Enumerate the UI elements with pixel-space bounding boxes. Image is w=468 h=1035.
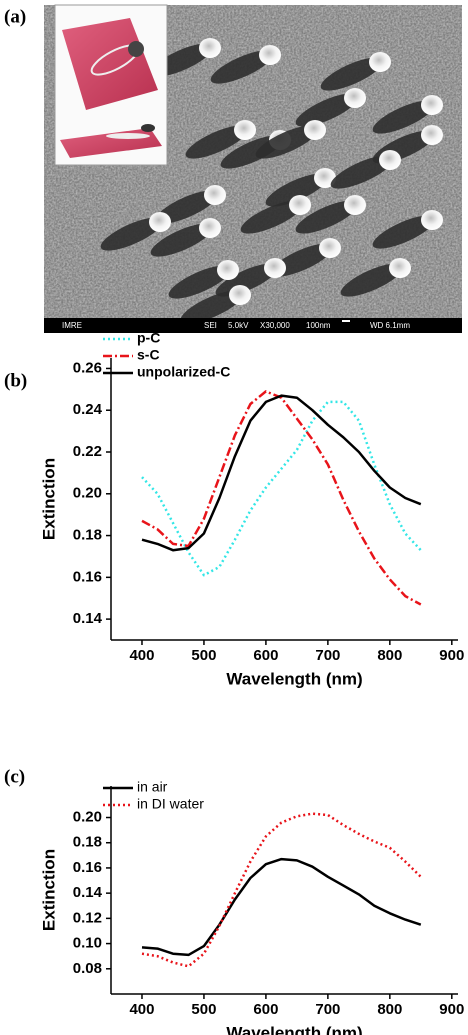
x-axis-title: Wavelength (nm) [226, 669, 362, 688]
legend-label: unpolarized-C [137, 364, 230, 380]
y-tick-label: 0.26 [73, 359, 102, 376]
particle-cap [379, 150, 401, 170]
particle-rod [180, 290, 244, 324]
inset-plate [62, 18, 158, 110]
particle-cap [314, 168, 336, 188]
y-tick-label: 0.14 [73, 884, 103, 901]
particle-rod [330, 155, 394, 189]
x-tick-label: 600 [253, 1001, 278, 1018]
particle-rod [215, 263, 279, 297]
y-tick-label: 0.18 [73, 834, 102, 851]
particle-rod [168, 265, 232, 299]
particle-rod [155, 190, 219, 224]
x-tick-label: 400 [129, 647, 154, 664]
x-tick-label: 700 [315, 647, 340, 664]
particle-rod [210, 50, 274, 84]
y-tick-label: 0.16 [73, 859, 102, 876]
particle-rod [255, 125, 319, 159]
series-line [141, 400, 422, 577]
x-tick-label: 700 [315, 1001, 340, 1018]
particle-cap [369, 52, 391, 72]
panel-label: (b) [4, 370, 27, 391]
y-tick-label: 0.14 [73, 610, 103, 627]
x-tick-label: 800 [377, 1001, 402, 1018]
particle-rod [295, 200, 359, 234]
particle-rod [150, 223, 214, 257]
particle-cap [199, 38, 221, 58]
info-bar [44, 318, 462, 333]
particle-rod [100, 217, 164, 251]
y-tick-label: 0.22 [73, 443, 102, 460]
y-tick-label: 0.20 [73, 485, 102, 502]
x-tick-label: 600 [253, 647, 278, 664]
particle-cap [389, 258, 411, 278]
particle-cap [319, 238, 341, 258]
particle-cap [304, 120, 326, 140]
x-axis-title: Wavelength (nm) [226, 1023, 362, 1035]
particle-cap [344, 195, 366, 215]
particle-rod [320, 57, 384, 91]
particle-cap [264, 258, 286, 278]
x-tick-label: 900 [439, 647, 464, 664]
particle-cap [421, 210, 443, 230]
particle-rod [340, 263, 404, 297]
particle-rod [372, 100, 436, 134]
legend-label: s-C [137, 347, 160, 363]
y-tick-label: 0.16 [73, 568, 102, 585]
y-axis-title: Extinction [39, 849, 58, 931]
info-text: 100nm [306, 321, 331, 330]
particle-rod [295, 93, 359, 127]
x-tick-label: 500 [191, 647, 216, 664]
y-tick-label: 0.12 [73, 909, 102, 926]
x-tick-label: 500 [191, 1001, 216, 1018]
legend-label: p-C [137, 330, 160, 346]
x-tick-label: 900 [439, 1001, 464, 1018]
particle-cap [199, 218, 221, 238]
particle-rod [240, 200, 304, 234]
x-tick-label: 400 [129, 1001, 154, 1018]
inset [54, 4, 168, 166]
series-line [141, 390, 422, 606]
particle-rod [372, 215, 436, 249]
particle-cap [344, 88, 366, 108]
sem-image: IMRE SEI 5.0kV X30,000 100nm WD 6.1mm [44, 4, 462, 333]
inset-rod-side [106, 133, 150, 139]
series-line [141, 394, 422, 552]
particle-cap [204, 185, 226, 205]
particle-cap [234, 120, 256, 140]
particle-cap [289, 195, 311, 215]
info-text: IMRE [62, 321, 82, 330]
y-tick-label: 0.08 [73, 960, 102, 977]
particle-cap [421, 125, 443, 145]
legend-label: in DI water [137, 796, 204, 812]
series-line [141, 857, 422, 957]
particle-rod [185, 125, 249, 159]
series-line [141, 812, 422, 968]
panel-label: (a) [4, 6, 26, 27]
particle-rod [270, 243, 334, 277]
x-tick-label: 800 [377, 647, 402, 664]
particles [100, 38, 443, 324]
y-tick-label: 0.24 [73, 401, 103, 418]
particle-cap [259, 45, 281, 65]
particle-cap [421, 95, 443, 115]
y-axis-title: Extinction [39, 458, 58, 540]
inset-cap-side [141, 124, 155, 132]
panel-label: (c) [4, 766, 25, 787]
info-text: WD 6.1mm [370, 321, 410, 330]
inset-cap [128, 41, 144, 57]
particle-cap [149, 212, 171, 232]
particle-cap [229, 285, 251, 305]
info-text: 5.0kV [228, 321, 249, 330]
y-tick-label: 0.18 [73, 527, 102, 544]
y-tick-label: 0.20 [73, 808, 102, 825]
legend-label: in air [137, 779, 168, 795]
particle-cap [217, 260, 239, 280]
particle-rod [265, 173, 329, 207]
y-tick-label: 0.10 [73, 935, 102, 952]
info-text: X30,000 [260, 321, 290, 330]
info-text: SEI [204, 321, 217, 330]
